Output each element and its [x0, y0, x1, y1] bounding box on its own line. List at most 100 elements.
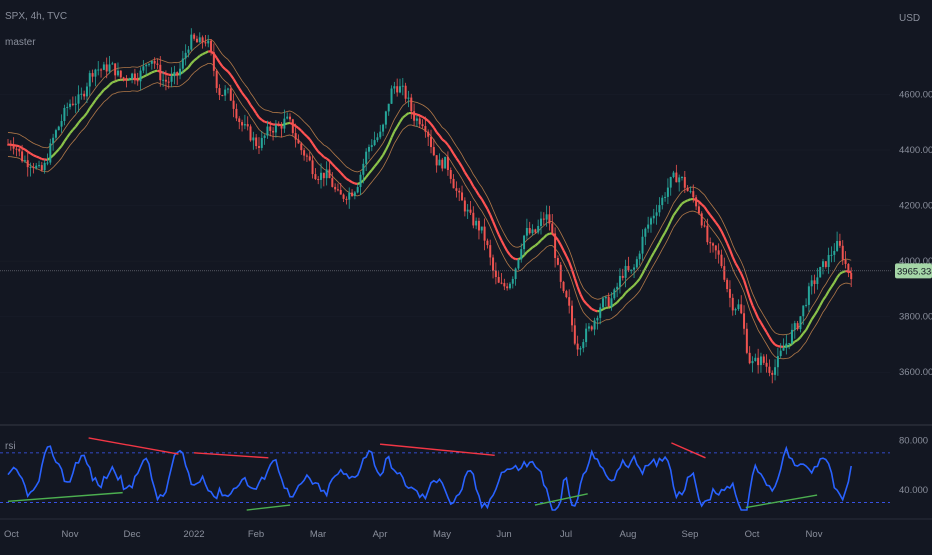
candle-body [664, 197, 666, 198]
candle-body [114, 63, 116, 75]
ribbon-segment [507, 251, 510, 255]
ribbon-segment [310, 127, 313, 131]
ribbon-segment [166, 86, 169, 87]
candle-body [374, 140, 376, 145]
ribbon-segment [251, 117, 254, 121]
ribbon-segment [710, 227, 713, 231]
ribbon-segment [383, 138, 386, 143]
ribbon-segment [473, 174, 476, 178]
candle-body [469, 210, 471, 213]
ribbon-segment [473, 186, 476, 190]
symbol-title[interactable]: SPX, 4h, TVC [5, 11, 67, 22]
candle-body [475, 221, 477, 226]
ribbon-segment [750, 298, 753, 306]
ribbon-segment [679, 204, 682, 208]
ribbon-segment [767, 320, 770, 325]
ribbon-segment [228, 71, 231, 74]
ribbon-segment [628, 288, 631, 290]
ribbon-segment [242, 81, 245, 85]
ribbon-segment [39, 158, 42, 160]
ribbon-segment [282, 112, 285, 113]
ribbon-segment [747, 301, 750, 310]
ribbon-segment [152, 83, 155, 84]
study-name[interactable]: master [5, 37, 36, 48]
ribbon-segment [194, 58, 197, 60]
bearish-divergence-line [194, 453, 268, 458]
candle-body [636, 259, 638, 267]
candle-body [472, 213, 474, 226]
candle-body [509, 284, 511, 288]
ribbon-segment [95, 85, 98, 89]
ribbon-segment [487, 209, 490, 215]
ribbon-segment [555, 224, 558, 227]
ribbon-segment [637, 279, 640, 282]
rsi-pane-label[interactable]: rsi [5, 441, 16, 452]
ribbon-segment [603, 320, 606, 322]
ribbon-segment [468, 165, 471, 169]
candle-body [199, 37, 201, 42]
ribbon-segment [98, 105, 101, 108]
candle-body [58, 127, 60, 131]
ribbon-segment [772, 330, 775, 333]
ribbon-segment [115, 92, 118, 93]
ribbon-segment [324, 145, 327, 146]
ribbon-segment [59, 158, 62, 161]
candle-body [613, 289, 615, 298]
ribbon-segment [33, 143, 36, 144]
ribbon-segment [313, 143, 316, 147]
candle-body [450, 170, 452, 179]
ribbon-segment [524, 252, 527, 255]
ribbon-segment [470, 181, 473, 186]
candle-body [413, 111, 415, 120]
ribbon-segment [561, 257, 564, 263]
ribbon-segment [239, 76, 242, 80]
ribbon-segment [222, 66, 225, 69]
ribbon-segment [831, 271, 834, 275]
ribbon-segment [431, 124, 434, 128]
ribbon-segment [256, 113, 259, 117]
ribbon-segment [400, 130, 403, 134]
candle-body [501, 283, 503, 284]
candle-body [529, 228, 531, 233]
ribbon-segment [304, 146, 307, 149]
ribbon-segment [358, 195, 361, 196]
ribbon-segment [253, 121, 256, 125]
ribbon-segment [203, 53, 206, 54]
ribbon-segment [564, 250, 567, 256]
ribbon-segment [840, 272, 843, 274]
candle-body [808, 286, 810, 305]
ribbon-segment [375, 163, 378, 166]
ribbon-segment [736, 275, 739, 280]
candle-body [343, 195, 345, 199]
ribbon-segment [290, 111, 293, 112]
ribbon-segment [107, 85, 110, 88]
x-tick-label: Jun [496, 529, 511, 540]
price-axis[interactable]: 3600.0003800.0004000.0004200.0004400.000… [899, 89, 932, 378]
ribbon-segment [775, 345, 778, 346]
ribbon-segment [806, 313, 809, 318]
ribbon-segment [194, 70, 197, 72]
candle-body [692, 191, 694, 197]
candle-body [619, 276, 621, 287]
ribbon-segment [476, 179, 479, 184]
ribbon-segment [586, 303, 589, 306]
ribbon-segment [583, 288, 586, 291]
ribbon-segment [575, 279, 578, 288]
ribbon-segment [829, 275, 832, 279]
candle-body [416, 118, 418, 120]
candle-body [565, 291, 567, 297]
ribbon-segment [462, 155, 465, 160]
x-tick-label: Jul [560, 529, 572, 540]
ribbon-segment [375, 175, 378, 178]
ribbon-segment [648, 246, 651, 251]
ribbon-segment [744, 292, 747, 301]
ribbon-segment [580, 306, 583, 312]
ribbon-segment [736, 263, 739, 268]
ribbon-segment [755, 300, 758, 306]
candle-body [134, 74, 136, 81]
candle-body [735, 309, 737, 310]
ribbon-segment [400, 106, 403, 110]
